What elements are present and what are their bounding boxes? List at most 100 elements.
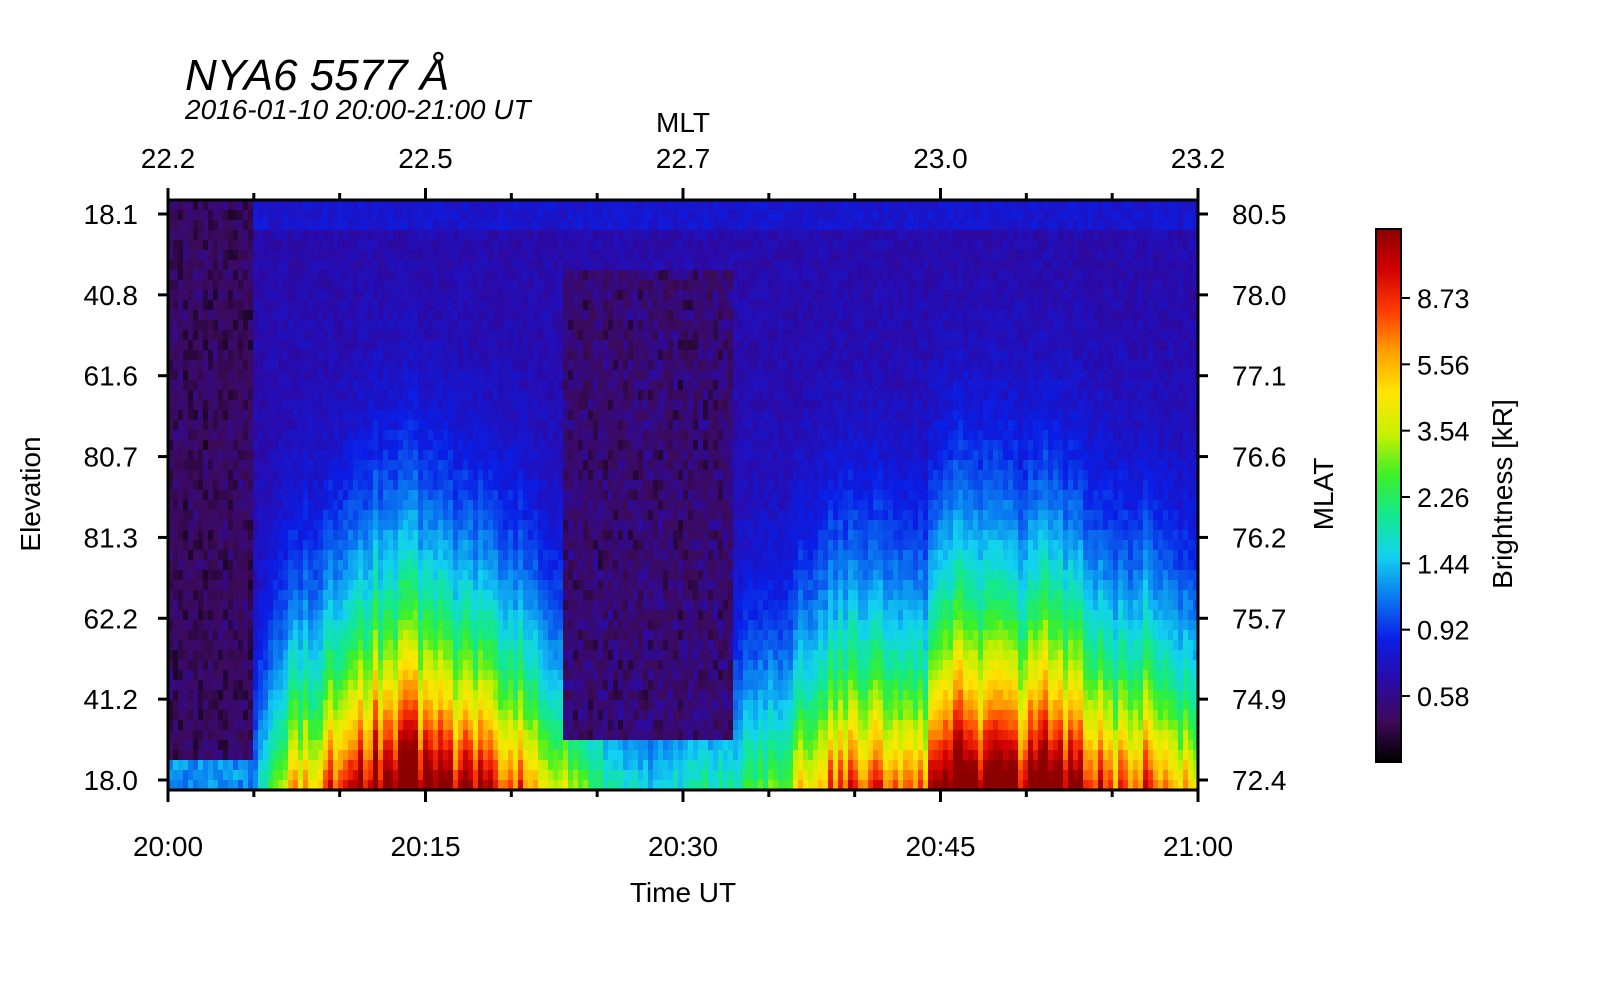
heatmap-cell [243, 780, 249, 790]
heatmap-cell [198, 280, 204, 291]
heatmap-cell [273, 290, 279, 301]
heatmap-cell [283, 580, 289, 591]
heatmap-cell [403, 600, 409, 611]
heatmap-cell [408, 280, 414, 291]
heatmap-cell [293, 430, 299, 441]
heatmap-cell [178, 620, 184, 631]
heatmap-cell [303, 740, 309, 751]
heatmap-cell [363, 590, 369, 601]
heatmap-cell [283, 590, 289, 601]
heatmap-cell [338, 320, 344, 331]
heatmap-cell [408, 240, 414, 251]
heatmap-cell [488, 690, 494, 701]
heatmap-cell [423, 240, 429, 251]
heatmap-cell [473, 250, 479, 261]
heatmap-cell [453, 370, 459, 381]
heatmap-cell [353, 390, 359, 401]
heatmap-cell [173, 460, 179, 471]
heatmap-cell [438, 650, 444, 661]
heatmap-cell [383, 780, 389, 790]
heatmap-cell [538, 670, 544, 681]
heatmap-cell [393, 210, 399, 221]
heatmap-cell [468, 670, 474, 681]
heatmap-cell [203, 670, 209, 681]
heatmap-cell [513, 200, 519, 211]
heatmap-cell [448, 740, 454, 751]
heatmap-cell [528, 470, 534, 481]
heatmap-cell [448, 340, 454, 351]
heatmap-cell [538, 590, 544, 601]
heatmap-cell [223, 260, 229, 271]
heatmap-cell [248, 250, 254, 261]
heatmap-cell [538, 640, 544, 651]
heatmap-cell [218, 270, 224, 281]
heatmap-cell [198, 270, 204, 281]
heatmap-cell [508, 690, 514, 701]
heatmap-cell [178, 400, 184, 411]
heatmap-cell [473, 330, 479, 341]
heatmap-cell [223, 310, 229, 321]
heatmap-cell [218, 770, 224, 781]
heatmap-cell [503, 620, 509, 631]
heatmap-cell [463, 680, 469, 691]
heatmap-cell [323, 390, 329, 401]
heatmap-cell [558, 690, 564, 701]
heatmap-cell [328, 700, 334, 711]
heatmap-cell [228, 730, 234, 741]
heatmap-cell [213, 750, 219, 761]
heatmap-cell [458, 400, 464, 411]
heatmap-cell [413, 230, 419, 241]
heatmap-cell [193, 590, 199, 601]
heatmap-cell [393, 640, 399, 651]
heatmap-cell [318, 400, 324, 411]
heatmap-cell [223, 230, 229, 241]
heatmap-cell [398, 630, 404, 641]
heatmap-cell [478, 270, 484, 281]
heatmap-cell [263, 750, 269, 761]
heatmap-cell [273, 240, 279, 251]
heatmap-cell [238, 270, 244, 281]
heatmap-cell [213, 470, 219, 481]
heatmap-cell [183, 630, 189, 641]
heatmap-cell [283, 670, 289, 681]
heatmap-cell [198, 360, 204, 371]
heatmap-cell [418, 310, 424, 321]
heatmap-cell [378, 300, 384, 311]
heatmap-cell [488, 320, 494, 331]
heatmap-cell [553, 400, 559, 411]
heatmap-cell [368, 700, 374, 711]
heatmap-cell [303, 390, 309, 401]
heatmap-cell [403, 480, 409, 491]
heatmap-cell [388, 740, 394, 751]
heatmap-cell [528, 430, 534, 441]
heatmap-cell [278, 480, 284, 491]
heatmap-cell [393, 750, 399, 761]
heatmap-cell [558, 540, 564, 551]
heatmap-cell [178, 440, 184, 451]
heatmap-cell [393, 250, 399, 261]
heatmap-cell [238, 630, 244, 641]
heatmap-cell [228, 250, 234, 261]
heatmap-cell [523, 570, 529, 581]
heatmap-cell [443, 320, 449, 331]
heatmap-cell [538, 560, 544, 571]
heatmap-cell [533, 570, 539, 581]
heatmap-cell [273, 280, 279, 291]
heatmap-cell [253, 230, 259, 241]
heatmap-cell [223, 370, 229, 381]
heatmap-cell [438, 410, 444, 421]
heatmap-cell [193, 220, 199, 231]
heatmap-cell [503, 210, 509, 221]
heatmap-cell [168, 490, 174, 501]
heatmap-cell [228, 710, 234, 721]
heatmap-cell [438, 740, 444, 751]
heatmap-cell [558, 470, 564, 481]
heatmap-cell [373, 560, 379, 571]
heatmap-cell [403, 720, 409, 731]
heatmap-cell [578, 320, 584, 331]
heatmap-cell [328, 500, 334, 511]
heatmap-cell [223, 410, 229, 421]
heatmap-cell [268, 400, 274, 411]
heatmap-cell [228, 640, 234, 651]
heatmap-cell [253, 410, 259, 421]
